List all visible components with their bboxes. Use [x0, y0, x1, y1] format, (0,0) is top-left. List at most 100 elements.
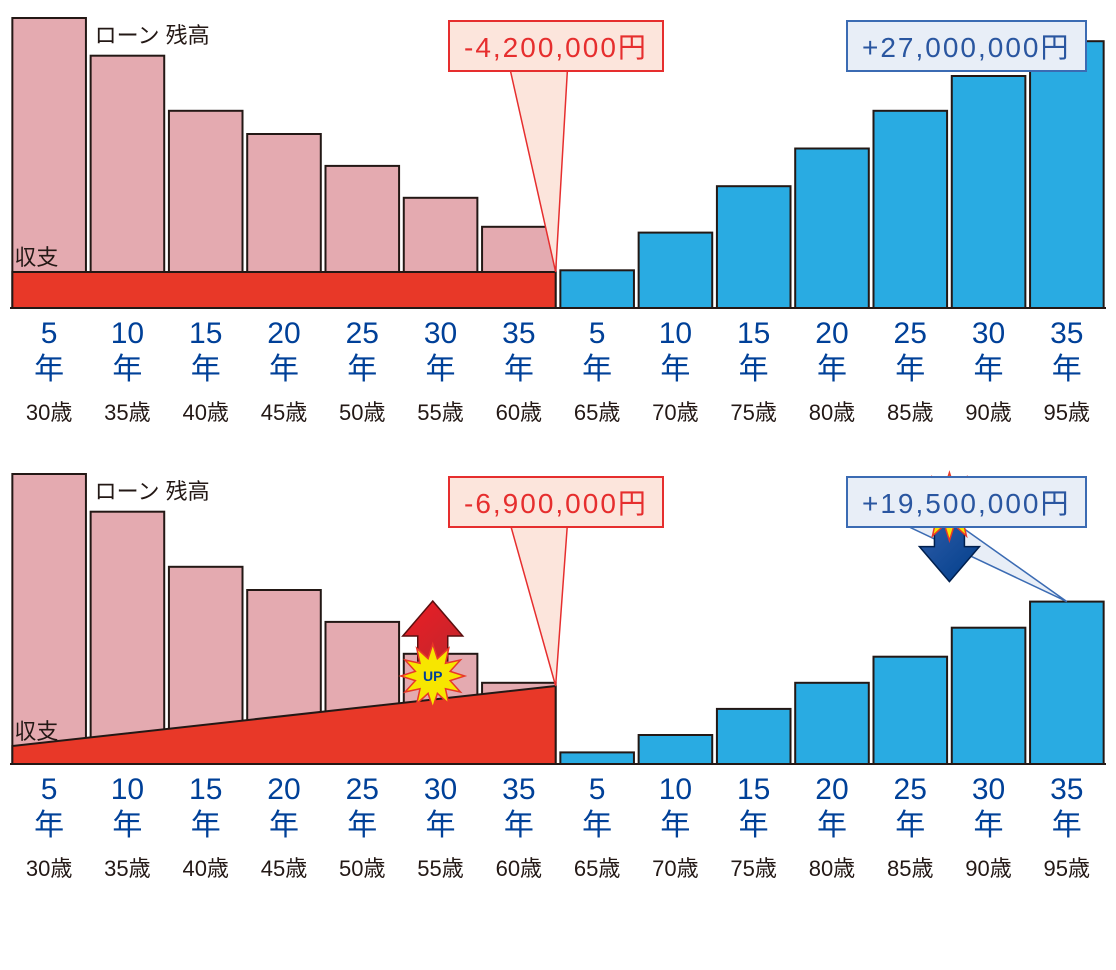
age-label: 30歳 — [10, 388, 88, 426]
year-unit: 年 — [323, 352, 401, 388]
year-number: 15 — [167, 310, 245, 352]
year-number: 20 — [793, 766, 871, 808]
surplus-bar — [952, 628, 1026, 764]
age-label: 45歳 — [245, 844, 323, 882]
callout-surplus: +27,000,000円 — [846, 20, 1087, 72]
loan-bar — [12, 18, 86, 308]
year-number: 10 — [636, 766, 714, 808]
year-number: 20 — [245, 310, 323, 352]
year-unit: 年 — [949, 808, 1027, 844]
year-unit: 年 — [245, 808, 323, 844]
year-unit: 年 — [949, 352, 1027, 388]
year-number: 30 — [949, 766, 1027, 808]
surplus-bar — [639, 233, 713, 308]
surplus-bar — [717, 709, 791, 764]
surplus-bar — [795, 683, 869, 764]
deficit-region — [12, 272, 555, 308]
year-unit: 年 — [480, 808, 558, 844]
year-unit: 年 — [793, 808, 871, 844]
loan-bar — [12, 474, 86, 764]
chart-area: UPDOWNローン 残高収支-6,900,000円+19,500,000円 — [10, 466, 1106, 766]
surplus-bar — [717, 186, 791, 308]
surplus-bar — [795, 149, 869, 309]
year-number: 35 — [1028, 766, 1106, 808]
year-unit: 年 — [715, 352, 793, 388]
up-badge-text: UP — [423, 668, 442, 684]
year-number: 30 — [949, 310, 1027, 352]
year-number: 25 — [871, 766, 949, 808]
age-label: 80歳 — [793, 388, 871, 426]
year-number: 30 — [401, 310, 479, 352]
axis-age-row: 30歳35歳40歳45歳50歳55歳60歳65歳70歳75歳80歳85歳90歳9… — [10, 844, 1106, 882]
callout-tail-blue — [886, 516, 1067, 602]
age-label: 40歳 — [167, 388, 245, 426]
age-label: 65歳 — [558, 388, 636, 426]
age-label: 45歳 — [245, 388, 323, 426]
year-unit: 年 — [480, 352, 558, 388]
year-unit: 年 — [10, 352, 88, 388]
chart-panel-top: ローン 残高収支-4,200,000円+27,000,000円510152025… — [10, 10, 1106, 426]
year-unit: 年 — [871, 352, 949, 388]
loan-bar — [91, 56, 165, 308]
axis-years-row: 51015202530355101520253035 — [10, 310, 1106, 352]
year-unit: 年 — [10, 808, 88, 844]
axis-unit-row: 年年年年年年年年年年年年年年 — [10, 808, 1106, 844]
callout-deficit: -4,200,000円 — [448, 20, 664, 72]
age-label: 50歳 — [323, 388, 401, 426]
year-unit: 年 — [636, 352, 714, 388]
age-label: 40歳 — [167, 844, 245, 882]
year-number: 25 — [871, 310, 949, 352]
year-unit: 年 — [88, 808, 166, 844]
year-unit: 年 — [167, 808, 245, 844]
year-unit: 年 — [793, 352, 871, 388]
year-number: 10 — [636, 310, 714, 352]
age-label: 35歳 — [88, 844, 166, 882]
year-number: 5 — [10, 310, 88, 352]
loan-bar — [91, 512, 165, 764]
year-unit: 年 — [245, 352, 323, 388]
axis-years-row: 51015202530355101520253035 — [10, 766, 1106, 808]
year-number: 20 — [245, 766, 323, 808]
surplus-bar — [952, 76, 1026, 308]
chart-panel-bottom: UPDOWNローン 残高収支-6,900,000円+19,500,000円510… — [10, 466, 1106, 882]
surplus-bar — [873, 111, 947, 308]
year-number: 35 — [480, 310, 558, 352]
year-number: 10 — [88, 766, 166, 808]
year-unit: 年 — [636, 808, 714, 844]
year-number: 5 — [558, 310, 636, 352]
year-number: 30 — [401, 766, 479, 808]
year-unit: 年 — [88, 352, 166, 388]
year-number: 15 — [715, 766, 793, 808]
surplus-bar — [1030, 602, 1104, 764]
axis-unit-row: 年年年年年年年年年年年年年年 — [10, 352, 1106, 388]
year-number: 35 — [480, 766, 558, 808]
age-label: 90歳 — [949, 388, 1027, 426]
age-label: 60歳 — [480, 844, 558, 882]
surplus-bar — [1030, 41, 1104, 308]
age-label: 85歳 — [871, 844, 949, 882]
age-label: 55歳 — [401, 388, 479, 426]
year-unit: 年 — [401, 352, 479, 388]
age-label: 60歳 — [480, 388, 558, 426]
year-unit: 年 — [558, 352, 636, 388]
surplus-bar — [560, 753, 634, 765]
age-label: 80歳 — [793, 844, 871, 882]
year-number: 15 — [715, 310, 793, 352]
year-number: 10 — [88, 310, 166, 352]
year-unit: 年 — [1028, 352, 1106, 388]
year-number: 15 — [167, 766, 245, 808]
age-label: 35歳 — [88, 388, 166, 426]
year-number: 25 — [323, 310, 401, 352]
year-number: 5 — [558, 766, 636, 808]
year-unit: 年 — [323, 808, 401, 844]
age-label: 50歳 — [323, 844, 401, 882]
age-label: 55歳 — [401, 844, 479, 882]
surplus-bar — [639, 735, 713, 764]
year-unit: 年 — [401, 808, 479, 844]
callout-deficit: -6,900,000円 — [448, 476, 664, 528]
age-label: 95歳 — [1028, 388, 1106, 426]
callout-surplus: +19,500,000円 — [846, 476, 1087, 528]
surplus-bar — [560, 270, 634, 308]
year-unit: 年 — [167, 352, 245, 388]
year-number: 35 — [1028, 310, 1106, 352]
